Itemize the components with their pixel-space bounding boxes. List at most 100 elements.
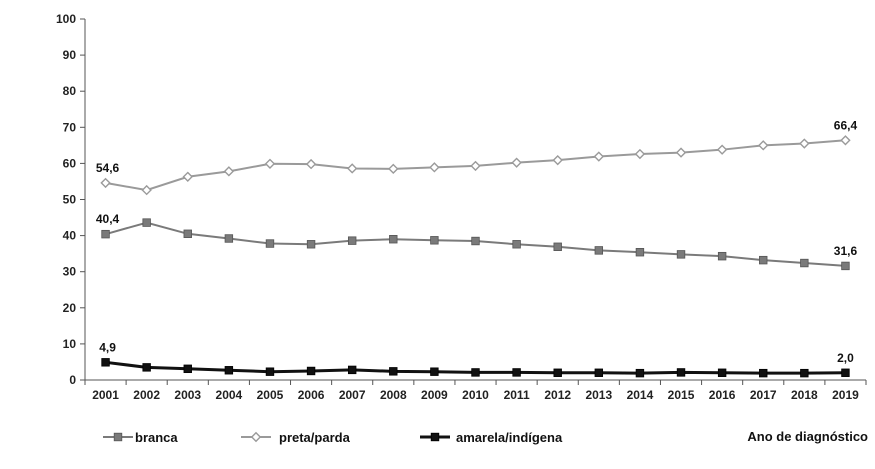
data-point [553,242,562,251]
data-point [389,367,398,376]
data-label: 4,9 [99,340,116,354]
series-branca [101,218,850,271]
data-point [512,240,521,249]
y-tick-label: 100 [56,12,76,26]
x-tick-label: 2008 [380,388,407,402]
x-tick-label: 2007 [339,388,366,402]
y-tick-label: 60 [63,156,77,170]
data-label: 2,0 [837,351,854,365]
y-tick-label: 20 [63,301,77,315]
data-labels: 40,4 31,6 54,6 66,4 4,9 2,0 [96,118,858,364]
series-amarela-ind-gena [101,358,850,378]
data-point [717,368,727,377]
data-label: 31,6 [834,244,858,258]
data-point [224,366,234,375]
y-tick-label: 50 [63,193,77,207]
x-tick-label: 2018 [791,388,818,402]
x-tick-label: 2003 [174,388,201,402]
data-point [429,162,440,173]
legend-swatch-marker [250,431,262,443]
data-point [142,218,151,227]
series-preta-parda [100,135,851,196]
data-point [183,229,192,238]
x-tick-label: 2005 [257,388,284,402]
y-tick-label: 0 [69,373,76,387]
x-tick-label: 2014 [627,388,654,402]
x-tick-label: 2019 [832,388,859,402]
y-tick-label: 10 [63,337,77,351]
data-point [716,144,728,155]
x-tick-label: 2017 [750,388,777,402]
y-tick-label: 80 [63,84,77,98]
data-point [594,246,604,255]
data-point [841,368,850,377]
data-point [841,261,850,271]
data-point [511,157,522,168]
x-tick-label: 2010 [462,388,489,402]
data-point [347,236,357,245]
axes: 0 10 20 30 40 50 60 70 80 90 100 2001 2002 2003 2004 20… [56,12,867,402]
data-point [264,158,276,169]
data-point [512,368,521,377]
y-tick-label: 40 [63,229,77,243]
data-point [347,365,357,375]
data-point [223,166,235,177]
data-point [676,368,686,377]
data-point [182,171,193,182]
data-point [101,358,110,367]
legend: branca preta/parda amarela/indígena [103,430,563,445]
x-tick-label: 2011 [504,388,530,402]
legend-label: branca [135,430,178,445]
x-tick-label: 2004 [216,388,243,402]
data-point [141,184,152,196]
data-point [634,148,646,160]
data-point [676,250,686,259]
x-tick-label: 2013 [585,388,612,402]
data-label: 40,4 [96,212,120,226]
y-tick-label: 70 [63,120,77,134]
x-tick-label: 2001 [92,388,119,402]
legend-item: branca [103,430,178,445]
data-point [758,140,769,151]
series-layer [100,135,851,378]
data-point [594,368,604,377]
data-point [553,368,562,377]
data-point [552,154,563,166]
data-point [100,177,111,189]
data-point [799,138,810,149]
data-point [717,251,727,261]
data-label: 54,6 [96,161,120,175]
y-tick-label: 30 [63,265,77,279]
legend-item: amarela/indígena [420,430,563,445]
legend-label: amarela/indígena [456,430,563,445]
y-tick-label: 90 [63,48,77,62]
x-tick-label: 2015 [668,388,695,402]
data-point [142,363,151,372]
data-point [840,135,851,146]
data-point [306,240,316,249]
data-point [430,236,439,245]
data-point [265,367,275,376]
data-point [346,163,358,174]
legend-item: preta/parda [241,430,351,445]
legend-label: preta/parda [279,430,351,445]
data-point [265,239,275,248]
x-axis-title: Ano de diagnóstico [747,429,868,444]
data-point [759,255,768,265]
data-point [388,163,399,175]
data-point [305,158,317,170]
x-tick-label: 2016 [709,388,736,402]
data-point [471,236,480,246]
data-point [224,234,234,243]
data-point [430,367,439,376]
data-point [183,364,192,374]
x-tick-label: 2009 [421,388,448,402]
data-point [800,258,809,268]
data-point [635,248,645,257]
data-point [470,160,481,172]
x-tick-label: 2006 [298,388,325,402]
legend-swatch-marker [113,432,123,442]
data-point [759,368,768,378]
